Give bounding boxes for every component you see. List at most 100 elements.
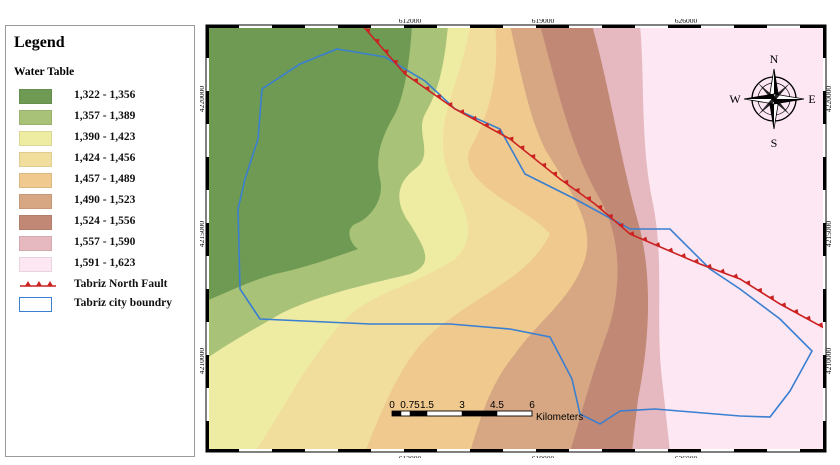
compass-north: N	[770, 52, 779, 66]
y-tick-right-3: 4210000	[824, 348, 832, 375]
neatline-segment	[206, 289, 209, 322]
neatline-segment	[305, 25, 338, 28]
neatline-segment	[823, 223, 826, 256]
neatline-segment	[800, 25, 826, 28]
x-tick-bottom-3: 626000	[675, 454, 698, 458]
scale-label-1: 0.75	[400, 400, 420, 411]
fault-barb	[719, 268, 726, 274]
neatline-segment	[823, 256, 826, 289]
fault-barb	[574, 188, 580, 194]
fault-barb	[508, 136, 514, 142]
fault-barb	[413, 78, 418, 84]
neatline-segment	[305, 449, 338, 452]
map-frame: 612000 619000 626000 612000 619000 62600…	[200, 19, 832, 458]
fault-line-symbol	[20, 281, 56, 287]
neatline-segment	[635, 25, 668, 28]
neatline-segment	[823, 91, 826, 124]
neatline-segment	[823, 355, 826, 388]
neatline-segment	[206, 124, 209, 157]
legend-class-label: 1,457 - 1,489	[74, 173, 136, 185]
neatline-segment	[503, 25, 536, 28]
legend-subtitle: Water Table	[14, 66, 75, 78]
neatline-segment	[239, 449, 272, 452]
fault-barb	[383, 49, 389, 55]
neatline-segment	[602, 449, 635, 452]
legend-class-label: 1,524 - 1,556	[74, 215, 136, 227]
legend-class-label: 1,557 - 1,590	[74, 236, 136, 248]
y-tick-left-1: 4220000	[200, 86, 206, 113]
neatline-segment	[734, 449, 767, 452]
fault-barb	[757, 287, 763, 293]
neatline-segment	[206, 421, 209, 452]
neatline-segment	[767, 449, 800, 452]
compass-west: W	[729, 92, 741, 106]
neatline-segment	[536, 25, 569, 28]
x-tick-top-2: 619000	[532, 19, 555, 25]
water-table-zones	[206, 25, 826, 452]
legend-panel: Legend Water Table 1,322 - 1,356 1,357 - …	[5, 25, 195, 457]
scale-label-3: 3	[459, 400, 465, 411]
neatline-segment	[569, 25, 602, 28]
fault-barb	[768, 295, 775, 301]
x-tick-bottom-2: 619000	[532, 454, 555, 458]
fault-barb	[552, 171, 558, 177]
neatline-segment	[206, 58, 209, 91]
neatline-segment	[767, 25, 800, 28]
fault-barb	[680, 253, 687, 259]
fault-barb	[530, 154, 536, 160]
legend-class-row: 1,357 - 1,389	[14, 109, 194, 127]
neatline-segment	[668, 25, 701, 28]
legend-class-row: 1,557 - 1,590	[14, 235, 194, 253]
map-svg: 612000 619000 626000 612000 619000 62600…	[200, 19, 832, 458]
neatline-segment	[206, 256, 209, 289]
legend-title: Legend	[14, 34, 65, 51]
neatline	[206, 25, 826, 452]
neatline-segment	[470, 25, 503, 28]
fault-barb	[667, 247, 674, 253]
fault-barb	[447, 102, 453, 108]
neatline-segment	[503, 449, 536, 452]
fault-barb	[732, 273, 739, 279]
neatline-segment	[206, 91, 209, 124]
scale-unit: Kilometers	[536, 412, 583, 423]
y-tick-left-3: 4210000	[200, 348, 206, 375]
neatline-segment	[371, 449, 404, 452]
legend-boundary-label: Tabriz city boundry	[74, 297, 172, 309]
compass-rose-icon: N S E W	[729, 52, 815, 150]
tabriz-city-boundary	[237, 48, 813, 425]
fault-barb	[607, 214, 613, 220]
neatline-segment	[206, 157, 209, 190]
compass-east: E	[808, 92, 815, 106]
neatline-segment	[272, 449, 305, 452]
neatline-segment	[569, 449, 602, 452]
legend-swatch	[19, 236, 52, 251]
neatline-segment	[206, 355, 209, 388]
neatline-segment	[823, 190, 826, 223]
fault-barb	[817, 322, 823, 328]
neatline-segment	[206, 25, 239, 28]
y-tick-left-2: 4215000	[200, 221, 206, 248]
neatline-segment	[701, 25, 734, 28]
tabriz-north-fault	[361, 25, 826, 330]
neatline-segment	[206, 322, 209, 355]
fault-barb	[471, 115, 477, 121]
scale-label-0: 0	[389, 400, 395, 411]
fault-barb	[365, 28, 371, 34]
fault-barb	[563, 179, 569, 185]
legend-item-boundary: Tabriz city boundry	[14, 296, 194, 314]
neatline-segment	[338, 25, 371, 28]
legend-class-row: 1,591 - 1,623	[14, 256, 194, 274]
fault-barb	[780, 302, 787, 308]
fault-barb	[706, 263, 713, 269]
legend-class-row: 1,490 - 1,523	[14, 193, 194, 211]
legend-fault-label: Tabriz North Fault	[74, 278, 168, 290]
neatline-segment	[272, 25, 305, 28]
neatline-segment	[823, 388, 826, 421]
neatline-segment	[823, 157, 826, 190]
neatline-segment	[823, 289, 826, 322]
legend-swatch	[19, 131, 52, 146]
legend-swatch	[19, 110, 52, 125]
legend-class-label: 1,357 - 1,389	[74, 110, 136, 122]
neatline-segment	[404, 25, 437, 28]
legend-swatch	[19, 173, 52, 188]
